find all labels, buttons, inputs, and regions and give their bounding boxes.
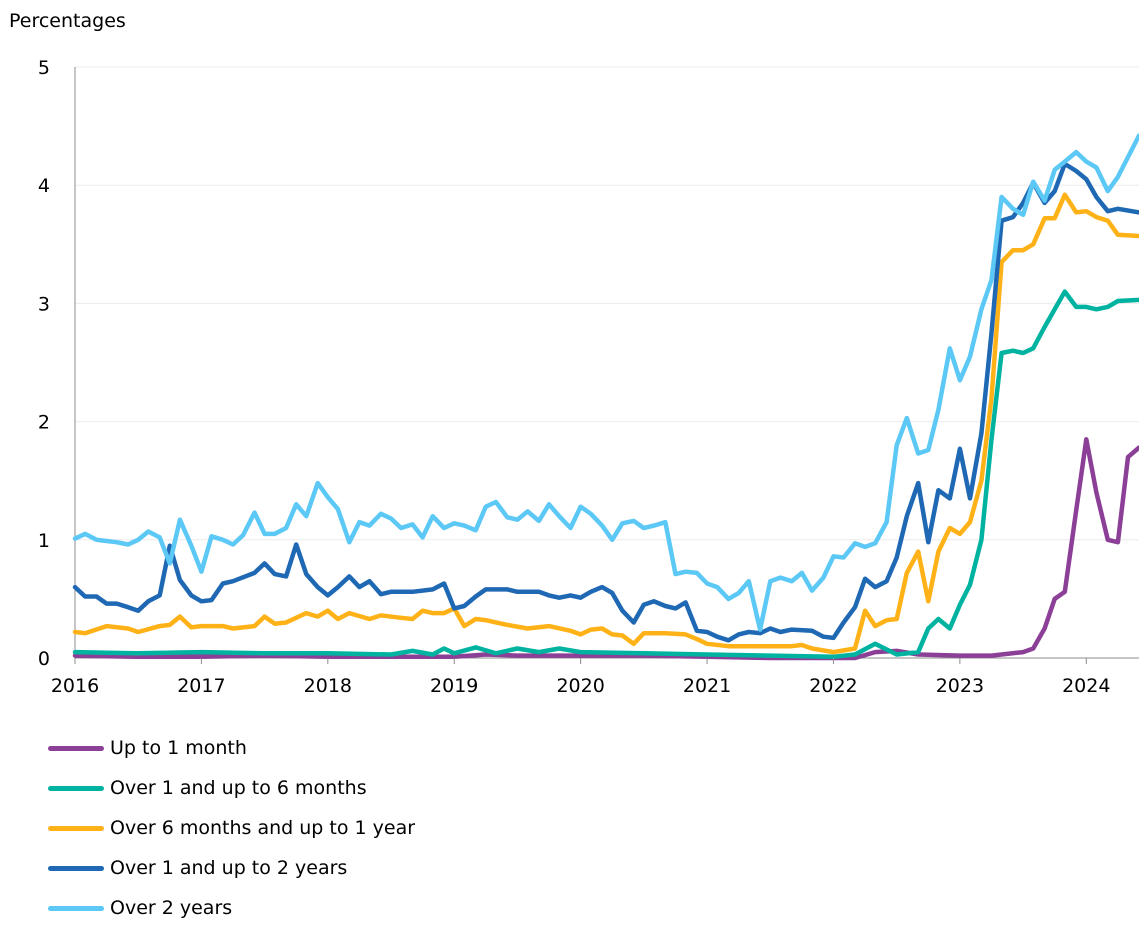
legend-swatch xyxy=(48,865,104,871)
series-line-2 xyxy=(72,289,1139,660)
series-line-4 xyxy=(72,161,1139,643)
legend-swatch xyxy=(48,745,104,751)
legend-item: Over 1 and up to 6 months xyxy=(48,768,415,808)
legend-item: Over 2 years xyxy=(48,888,415,928)
y-tick-label: 3 xyxy=(38,293,50,315)
legend-label: Over 2 years xyxy=(110,897,233,919)
series-lines xyxy=(72,133,1139,661)
series-line-3 xyxy=(72,192,1139,655)
legend-swatch xyxy=(48,785,104,791)
x-tick-label: 2020 xyxy=(556,675,604,697)
x-tick-label: 2017 xyxy=(177,675,225,697)
series-line-5 xyxy=(72,133,1139,632)
legend-label: Over 1 and up to 2 years xyxy=(110,857,348,879)
legend-item: Up to 1 month xyxy=(48,728,415,768)
x-tick-label: 2021 xyxy=(683,675,731,697)
y-tick-label: 5 xyxy=(38,57,50,79)
y-tick-label: 0 xyxy=(38,648,50,670)
x-tick-label: 2018 xyxy=(304,675,352,697)
legend-item: Over 1 and up to 2 years xyxy=(48,848,415,888)
x-tick-label: 2024 xyxy=(1062,675,1110,697)
legend-item: Over 6 months and up to 1 year xyxy=(48,808,415,848)
legend-label: Up to 1 month xyxy=(110,737,247,759)
x-tick-label: 2023 xyxy=(936,675,984,697)
legend-label: Over 1 and up to 6 months xyxy=(110,777,367,799)
y-tick-label: 2 xyxy=(38,412,50,434)
legend: Up to 1 month Over 1 and up to 6 months Ov… xyxy=(48,728,415,928)
gridlines xyxy=(75,66,1139,541)
y-tick-labels: 0 1 2 3 4 5 xyxy=(38,57,50,670)
y-tick-label: 4 xyxy=(38,175,50,197)
y-axis-label: Percentages xyxy=(9,10,126,32)
legend-swatch xyxy=(48,905,104,911)
legend-swatch xyxy=(48,825,104,831)
x-tick-label: 2019 xyxy=(430,675,478,697)
x-tick-label: 2022 xyxy=(809,675,857,697)
axes xyxy=(74,67,1139,659)
x-tick-labels: 2016 2017 2018 2019 2020 2021 2022 2023 2024 xyxy=(51,658,1110,697)
y-tick-label: 1 xyxy=(38,530,50,552)
legend-label: Over 6 months and up to 1 year xyxy=(110,817,416,839)
x-tick-label: 2016 xyxy=(51,675,99,697)
